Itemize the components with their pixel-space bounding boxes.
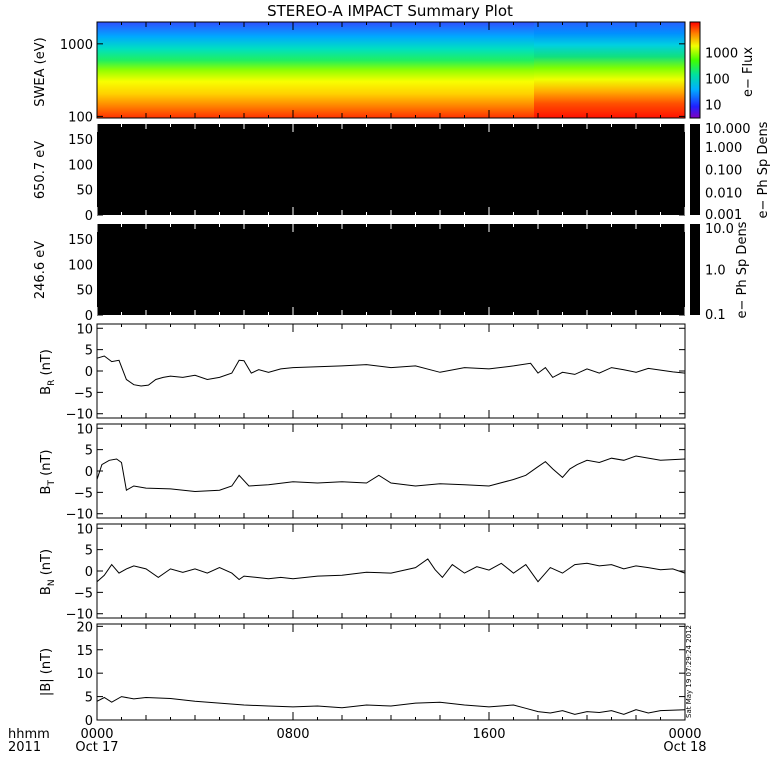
swea-y-axis: 1000 100 <box>60 22 686 125</box>
bt-ylabel: BT (nT) <box>39 450 57 495</box>
y-tick-label: 100 <box>68 110 93 125</box>
y-tick-label: 150 <box>68 133 93 148</box>
bmag-panel: 20 15 10 5 0 |B| (nT) Sat May 19 07:29:24 20… <box>39 620 693 729</box>
y-tick-label: 0 <box>85 309 93 324</box>
y-tick-label: −5 <box>74 386 93 401</box>
y-tick-label: 10 <box>76 667 93 682</box>
bmag-ylabel: |B| (nT) <box>39 648 54 696</box>
y-tick-label: 5 <box>85 691 93 706</box>
y-tick-label: 5 <box>85 444 93 459</box>
swea-colorbar-ticks: 1000 100 10 <box>705 47 738 114</box>
y-tick-label: 0 <box>85 465 93 480</box>
swea-colorbar <box>689 21 701 119</box>
y-tick-label: 50 <box>76 184 93 199</box>
date-tick-label: Oct 18 <box>663 740 706 755</box>
time-tick-label: 0800 <box>276 727 309 742</box>
colorbar-tick-label: 100 <box>705 72 730 87</box>
colorbar-tick-label: 0.1 <box>705 308 726 323</box>
pad-650-colorbar-label: e− Ph Sp Dens <box>756 121 771 218</box>
pad-246-image <box>97 224 685 315</box>
swea-spectrogram-after <box>534 22 685 118</box>
y-tick-label: 100 <box>68 258 93 273</box>
pad-246-colorbar-label: e− Ph Sp Dens <box>735 221 750 318</box>
y-tick-label: 5 <box>85 544 93 559</box>
y-tick-label: 20 <box>76 620 93 635</box>
y-tick-label: 10 <box>76 322 93 337</box>
timestamp-stamp: Sat May 19 07:29:24 2012 <box>685 625 693 718</box>
pad-650-colorbar-ticks: 10.000 1.000 0.100 0.010 0.001 <box>705 122 751 223</box>
y-tick-label: 50 <box>76 284 93 299</box>
time-tick-label: 1600 <box>472 727 505 742</box>
swea-spectrogram-panel: 1000 100 SWEA (eV) 1000 100 10 e− Flux <box>33 21 756 125</box>
colorbar-tick-label: 0.100 <box>705 164 742 179</box>
y-tick-label: −5 <box>74 586 93 601</box>
colorbar-tick-label: 10.000 <box>705 122 751 137</box>
y-tick-label: 15 <box>76 644 93 659</box>
pad-650-ylabel: 650.7 eV <box>33 141 48 199</box>
colorbar-tick-label: 1.0 <box>705 264 726 279</box>
pad-246-colorbar-ticks: 10.0 1.0 0.1 <box>705 222 734 323</box>
swea-ylabel: SWEA (eV) <box>33 37 48 106</box>
plot-title: STEREO-A IMPACT Summary Plot <box>267 2 513 20</box>
y-tick-label: 150 <box>68 233 93 248</box>
bmag-series-line <box>96 696 686 715</box>
swea-colorbar-label: e− Flux <box>741 47 756 97</box>
time-tick-label: 0000 <box>80 727 113 742</box>
pad-246-colorbar <box>690 224 700 315</box>
y-tick-label: −10 <box>66 508 93 523</box>
bmag-y-axis: 20 15 10 5 0 <box>76 620 686 729</box>
y-tick-label: 0 <box>85 209 93 224</box>
colorbar-tick-label: 0.010 <box>705 186 742 201</box>
y-tick-label: 5 <box>85 344 93 359</box>
y-tick-label: −10 <box>66 608 93 623</box>
bn-y-axis: 10 5 0 −5 −10 <box>66 522 686 623</box>
pad-650-image <box>97 124 685 215</box>
pad-650-colorbar <box>690 124 700 215</box>
y-tick-label: 0 <box>85 365 93 380</box>
pad-246-y-axis: 150 100 50 0 <box>68 224 686 324</box>
bn-series-line <box>96 558 686 583</box>
br-series-line <box>96 355 686 387</box>
hhmm-label: hhmm <box>8 727 50 742</box>
colorbar-tick-label: 1.000 <box>705 141 742 156</box>
colorbar-tick-label: 0.001 <box>705 208 742 223</box>
pad-246-ylabel: 246.6 eV <box>33 241 48 299</box>
pad-650-y-axis: 150 100 50 0 <box>68 124 686 224</box>
y-tick-label: 10 <box>76 522 93 537</box>
y-tick-label: 1000 <box>60 38 93 53</box>
bt-y-axis: 10 5 0 −5 −10 <box>66 422 686 523</box>
br-ylabel: BR (nT) <box>39 349 57 395</box>
pad-246-panel: 150 100 50 0 246.6 eV 10.0 1.0 0.1 e− Ph Sp D… <box>33 221 750 324</box>
date-tick-label: Oct 17 <box>75 740 118 755</box>
y-tick-label: −5 <box>74 486 93 501</box>
time-tick-label: 0000 <box>668 727 701 742</box>
y-tick-label: 0 <box>85 714 93 729</box>
y-tick-label: −10 <box>66 408 93 423</box>
br-panel: 10 5 0 −5 −10 BR (nT) <box>39 322 686 423</box>
y-tick-label: 0 <box>85 565 93 580</box>
bt-series-line <box>96 455 686 493</box>
br-y-axis: 10 5 0 −5 −10 <box>66 322 686 423</box>
bn-panel: 10 5 0 −5 −10 BN (nT) <box>39 522 686 623</box>
colorbar-tick-label: 10 <box>705 98 722 113</box>
pad-650-panel: 150 100 50 0 650.7 eV 10.000 1.000 0.100 0.010… <box>33 121 771 224</box>
swea-spectrogram-before <box>97 22 534 118</box>
bt-panel: 10 5 0 −5 −10 BT (nT) <box>39 422 686 523</box>
colorbar-tick-label: 10.0 <box>705 222 734 237</box>
y-tick-label: 100 <box>68 158 93 173</box>
y-tick-label: 10 <box>76 422 93 437</box>
year-label: 2011 <box>8 740 41 755</box>
colorbar-tick-label: 1000 <box>705 47 738 62</box>
bn-ylabel: BN (nT) <box>39 549 57 595</box>
